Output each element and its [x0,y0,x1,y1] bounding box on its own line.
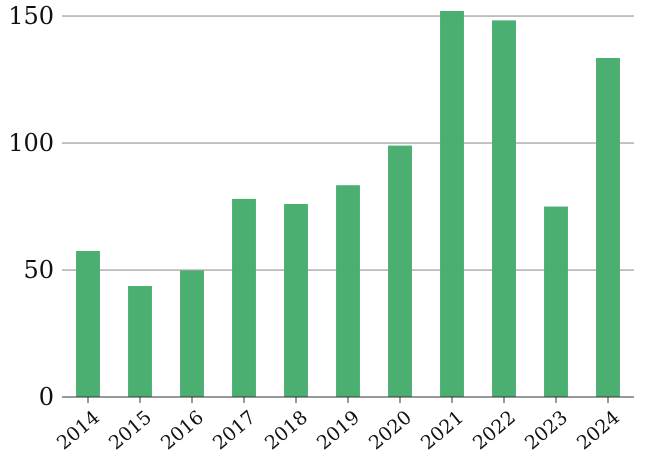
x-tick-label: 2019 [313,406,364,454]
bar-2019 [336,185,360,397]
bar-2016 [180,270,204,397]
x-axis-ticks: 2014 2015 2016 2017 2018 2019 2020 2021 2022 2023… [53,397,624,454]
bar-2020 [388,145,412,397]
x-tick-label: 2020 [365,406,416,454]
x-tick-label: 2022 [469,406,520,454]
x-tick-label: 2023 [521,406,572,454]
x-tick-label: 2024 [573,406,624,454]
y-tick-label: 0 [39,383,54,411]
bar-2018 [284,204,308,397]
bar-2022 [492,20,516,397]
x-tick-label: 2021 [417,406,468,454]
x-tick-label: 2015 [105,406,156,454]
bar-2021 [440,11,464,397]
y-tick-label: 150 [8,2,54,30]
bar-2014 [76,250,100,397]
x-tick-label: 2016 [157,406,208,454]
y-tick-label: 100 [8,129,54,157]
x-tick-label: 2018 [261,406,312,454]
x-tick-label: 2014 [53,406,104,454]
x-tick-label: 2017 [209,406,260,454]
bar-2023 [544,206,568,397]
y-tick-label: 50 [23,256,54,284]
y-axis-ticks: 0 50 100 150 [8,2,54,411]
bars [76,11,620,398]
bar-2024 [596,57,620,398]
bar-2015 [128,286,152,397]
bar-2017 [232,198,256,397]
